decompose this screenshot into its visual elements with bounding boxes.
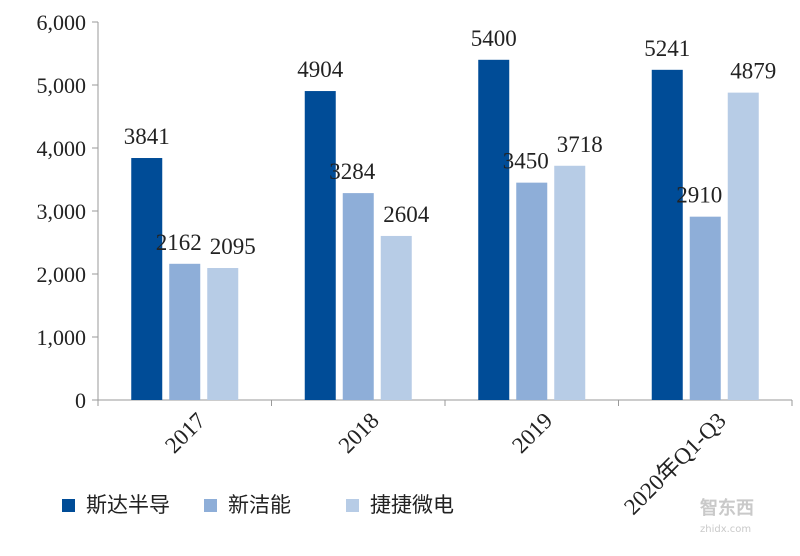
data-label: 5400	[471, 26, 517, 51]
bar	[169, 263, 201, 400]
watermark-subtext: zhidx.com	[700, 524, 751, 535]
bar	[689, 216, 721, 400]
data-labels: 3841 2162 2095 4904 3284 2604 5400 3450 3718 5241…	[124, 26, 777, 259]
x-tick-label: 2018	[334, 408, 384, 458]
y-tick-label: 5,000	[37, 73, 87, 98]
data-label: 3841	[124, 124, 170, 149]
x-tick-label: 2017	[160, 408, 210, 458]
bars	[131, 59, 759, 401]
bar	[478, 59, 510, 401]
legend-label: 捷捷微电	[370, 493, 454, 517]
data-label: 2910	[676, 183, 722, 208]
watermark: 智东西 zhidx.com	[700, 497, 754, 535]
bar	[207, 268, 239, 400]
legend-item: 捷捷微电	[346, 493, 454, 517]
y-tick-label: 6,000	[37, 10, 87, 35]
legend-item: 新洁能	[204, 493, 291, 517]
legend-item: 斯达半导	[62, 493, 170, 517]
y-tick-label: 3,000	[37, 199, 87, 224]
data-label: 2162	[156, 230, 202, 255]
bar	[304, 91, 336, 400]
watermark-text: 智东西	[700, 497, 754, 519]
bar	[727, 92, 759, 401]
bar	[131, 158, 163, 400]
bar	[651, 69, 683, 400]
legend: 斯达半导 新洁能 捷捷微电	[62, 493, 454, 517]
bar	[342, 193, 374, 400]
data-label: 3718	[557, 132, 603, 157]
y-tick-label: 0	[75, 388, 86, 413]
bar	[380, 235, 412, 400]
legend-swatch	[346, 499, 359, 512]
data-label: 4879	[730, 59, 776, 84]
bar	[554, 165, 586, 400]
legend-label: 斯达半导	[86, 493, 170, 517]
bar	[516, 182, 548, 400]
y-tick-label: 1,000	[37, 325, 87, 350]
legend-swatch	[62, 499, 75, 512]
y-tick-label: 2,000	[37, 262, 87, 287]
legend-swatch	[204, 499, 217, 512]
y-tick-label: 4,000	[37, 136, 87, 161]
data-label: 3284	[329, 159, 376, 184]
data-label: 2604	[383, 202, 430, 227]
legend-label: 新洁能	[228, 493, 291, 517]
x-tick-label: 2019	[507, 408, 557, 458]
data-label: 2095	[210, 234, 256, 259]
data-label: 5241	[644, 36, 690, 61]
axes: 0 1,000 2,000 3,000 4,000 5,000 6,000 2017 2018 2…	[37, 10, 793, 520]
data-label: 4904	[297, 57, 344, 82]
data-label: 3450	[503, 149, 549, 174]
